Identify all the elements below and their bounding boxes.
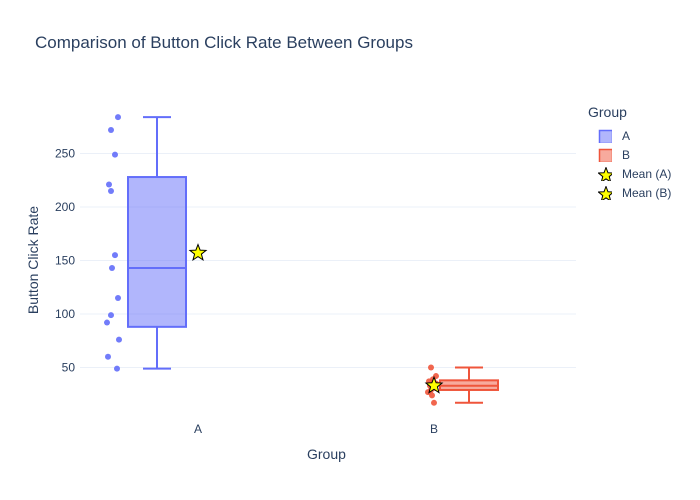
plot-area xyxy=(104,114,499,406)
legend-item[interactable]: Mean (A) xyxy=(588,164,671,183)
legend-label: B xyxy=(622,147,631,162)
legend-item[interactable]: B xyxy=(588,145,671,164)
axis-ticks: 50 100 150 200 250 A B xyxy=(55,147,438,437)
y-tick-label: 150 xyxy=(55,254,75,268)
legend-label: A xyxy=(622,128,631,143)
legend-swatch xyxy=(598,129,612,143)
legend-box xyxy=(598,148,612,162)
legend: Group A B Mean (A) Mean (B) xyxy=(588,104,671,202)
legend-title: Group xyxy=(588,104,627,120)
data-point xyxy=(106,181,112,188)
legend-item[interactable]: Mean (B) xyxy=(588,183,671,202)
x-tick-label: A xyxy=(194,422,202,436)
data-point xyxy=(112,151,118,158)
data-point xyxy=(429,392,435,399)
data-point xyxy=(114,365,120,372)
data-point xyxy=(431,399,437,406)
data-point xyxy=(104,319,110,326)
data-point xyxy=(105,353,111,360)
data-point xyxy=(116,336,122,343)
x-axis-title: Group xyxy=(307,446,346,462)
legend-star xyxy=(598,166,612,181)
data-point xyxy=(115,294,121,301)
y-tick-label: 200 xyxy=(55,200,75,214)
data-point xyxy=(108,312,114,319)
data-point xyxy=(428,364,434,371)
legend-star xyxy=(598,185,612,200)
chart-title: Comparison of Button Click Rate Between … xyxy=(35,33,413,52)
y-tick-label: 100 xyxy=(55,307,75,321)
legend-item[interactable]: A xyxy=(588,126,671,145)
mean-star-marker xyxy=(424,375,444,394)
y-tick-label: 250 xyxy=(55,147,75,161)
data-point xyxy=(108,187,114,194)
legend-label: Mean (A) xyxy=(622,166,672,181)
data-point xyxy=(115,114,121,121)
x-tick-label: B xyxy=(430,422,438,436)
legend-items: A B Mean (A) Mean (B) xyxy=(588,126,671,202)
legend-label: Mean (B) xyxy=(622,185,672,200)
legend-box xyxy=(598,129,612,143)
data-point xyxy=(108,126,114,133)
mean-star-marker xyxy=(188,243,208,262)
star-icon xyxy=(598,166,612,181)
star-icon xyxy=(598,185,612,200)
data-point xyxy=(109,264,115,271)
box-a xyxy=(127,176,187,328)
y-axis-title: Button Click Rate xyxy=(25,205,41,315)
legend-swatch xyxy=(598,148,612,162)
data-point xyxy=(112,252,118,259)
y-tick-label: 50 xyxy=(62,361,76,375)
